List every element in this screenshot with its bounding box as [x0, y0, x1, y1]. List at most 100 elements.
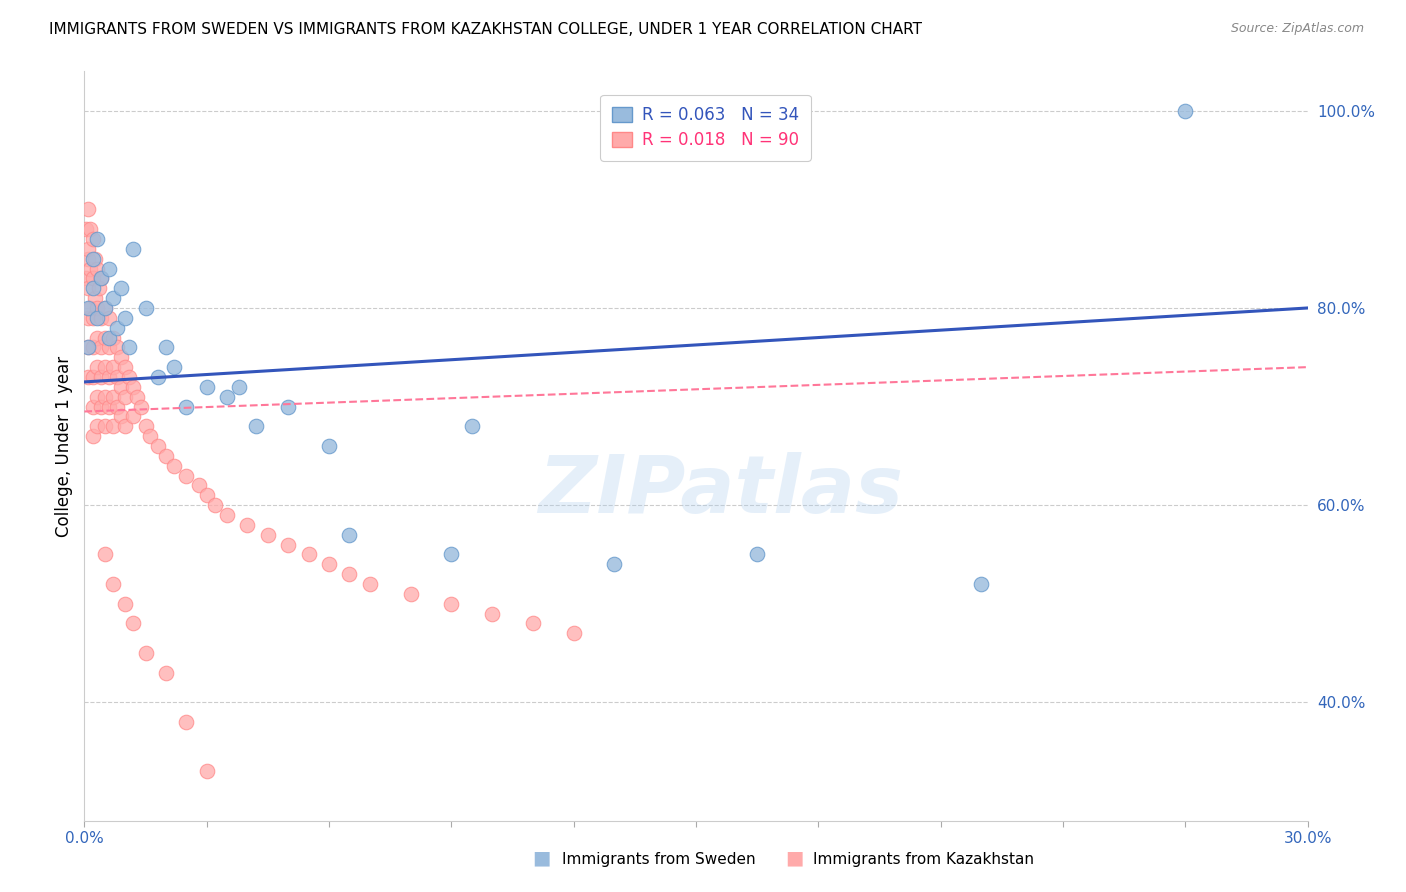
Point [101, 419, 124, 434]
Text: Immigrants from Sweden: Immigrants from Sweden [562, 852, 756, 867]
Point [97, 261, 120, 276]
Point [82, 252, 104, 266]
Y-axis label: College, Under 1 year: College, Under 1 year [55, 355, 73, 537]
Point [114, 597, 136, 611]
Point [82, 370, 104, 384]
Point [245, 419, 267, 434]
Point [195, 488, 218, 502]
Point [105, 370, 128, 384]
Point [86, 310, 108, 325]
Point [318, 558, 340, 572]
Point [138, 429, 160, 443]
Point [90, 271, 112, 285]
Point [110, 351, 132, 365]
Text: ZIPatlas: ZIPatlas [538, 452, 903, 530]
Point [155, 340, 177, 354]
Point [82, 429, 104, 443]
Point [86, 419, 108, 434]
Point [146, 439, 169, 453]
Point [562, 626, 585, 640]
Point [86, 261, 108, 276]
Point [114, 360, 136, 375]
Point [82, 281, 104, 295]
Point [318, 439, 340, 453]
Point [77, 242, 100, 256]
Point [146, 370, 169, 384]
Point [122, 409, 145, 424]
Point [93, 419, 115, 434]
Point [228, 380, 250, 394]
Point [93, 301, 115, 315]
Point [97, 370, 120, 384]
Point [77, 340, 100, 354]
Point [118, 370, 141, 384]
Point [93, 301, 115, 315]
Point [101, 360, 124, 375]
Point [174, 400, 197, 414]
Point [122, 380, 145, 394]
Point [461, 419, 484, 434]
Point [101, 390, 124, 404]
Point [440, 548, 463, 562]
Point [339, 527, 361, 541]
Point [135, 301, 157, 315]
Point [339, 567, 361, 582]
Text: IMMIGRANTS FROM SWEDEN VS IMMIGRANTS FROM KAZAKHSTAN COLLEGE, UNDER 1 YEAR CORRE: IMMIGRANTS FROM SWEDEN VS IMMIGRANTS FRO… [49, 22, 922, 37]
Point [77, 202, 100, 217]
Point [195, 764, 218, 779]
Point [110, 409, 132, 424]
Point [195, 380, 218, 394]
Point [122, 242, 145, 256]
Point [174, 468, 197, 483]
Point [399, 587, 422, 601]
Point [77, 310, 100, 325]
Point [97, 310, 120, 325]
Point [110, 380, 132, 394]
Point [77, 340, 100, 354]
Point [90, 340, 112, 354]
Point [163, 360, 186, 375]
Point [747, 548, 769, 562]
Point [79, 222, 101, 236]
Point [114, 310, 136, 325]
Point [603, 558, 626, 572]
Point [77, 281, 100, 295]
Point [86, 360, 108, 375]
Point [114, 419, 136, 434]
Legend: R = 0.063   N = 34, R = 0.018   N = 90: R = 0.063 N = 34, R = 0.018 N = 90 [600, 95, 811, 161]
Point [217, 508, 239, 522]
Point [93, 330, 115, 344]
Point [90, 271, 112, 285]
Point [277, 538, 299, 552]
Point [135, 646, 157, 660]
Point [101, 291, 124, 305]
Point [187, 478, 209, 492]
Point [440, 597, 463, 611]
Point [86, 390, 108, 404]
Point [90, 310, 112, 325]
Point [82, 310, 104, 325]
Point [93, 360, 115, 375]
Point [105, 340, 128, 354]
Text: Immigrants from Kazakhstan: Immigrants from Kazakhstan [813, 852, 1033, 867]
Point [97, 330, 120, 344]
Point [83, 291, 105, 305]
Point [75, 222, 97, 236]
Point [82, 232, 104, 246]
Point [174, 714, 197, 729]
Point [79, 261, 101, 276]
Point [87, 281, 110, 295]
Point [90, 370, 112, 384]
Point [522, 616, 544, 631]
Point [82, 271, 104, 285]
Point [105, 320, 128, 334]
Point [110, 281, 132, 295]
Point [97, 340, 120, 354]
Point [75, 271, 97, 285]
Point [105, 400, 128, 414]
Point [481, 607, 503, 621]
Point [277, 400, 299, 414]
Point [155, 665, 177, 680]
Point [204, 498, 226, 512]
Point [257, 527, 280, 541]
